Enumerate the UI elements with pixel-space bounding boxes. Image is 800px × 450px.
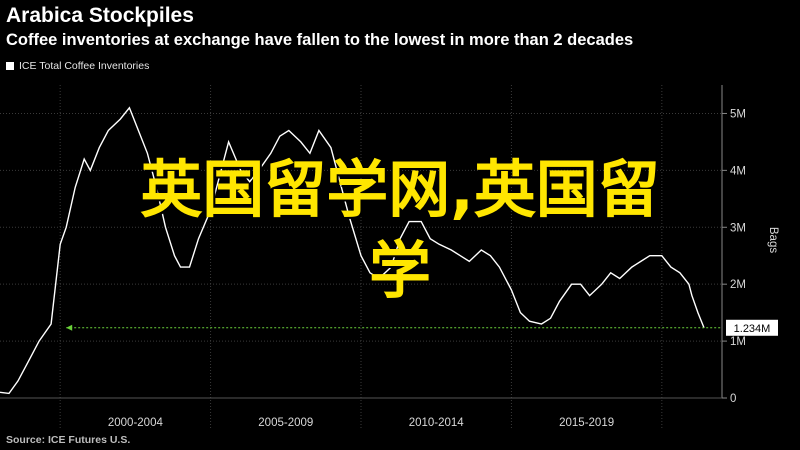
chart-title: Arabica Stockpiles xyxy=(6,4,194,27)
x-tick-label: 2010-2014 xyxy=(409,417,465,429)
y-tick-label: 1M xyxy=(730,336,746,348)
legend: ICE Total Coffee Inventories xyxy=(6,60,149,72)
y-tick-label: 2M xyxy=(730,279,746,291)
last-value-arrow xyxy=(66,324,73,331)
source-note: Source: ICE Futures U.S. xyxy=(6,434,131,446)
x-tick-label: 2000-2004 xyxy=(108,417,164,429)
chart-subtitle: Coffee inventories at exchange have fall… xyxy=(6,31,634,49)
last-value-box xyxy=(726,319,778,336)
y-tick-label: 0 xyxy=(730,393,736,405)
y-tick-label: 3M xyxy=(730,222,746,234)
legend-swatch xyxy=(6,62,14,70)
y-tick-label: 5M xyxy=(730,108,746,120)
y-axis-title: Bags xyxy=(767,227,779,253)
watermark-line-2: 学 xyxy=(368,233,431,307)
series-line xyxy=(0,106,705,395)
watermark-overlay: 英国留学网,英国留 学 xyxy=(0,150,800,311)
x-tick-label: 2015-2019 xyxy=(559,417,614,429)
last-value-label: 1.234M xyxy=(734,323,771,335)
watermark-line-1: 英国留学网,英国留 xyxy=(140,153,660,226)
legend-label: ICE Total Coffee Inventories xyxy=(19,60,150,72)
y-tick-label: 4M xyxy=(730,165,746,177)
x-tick-label: 2005-2009 xyxy=(258,417,313,429)
